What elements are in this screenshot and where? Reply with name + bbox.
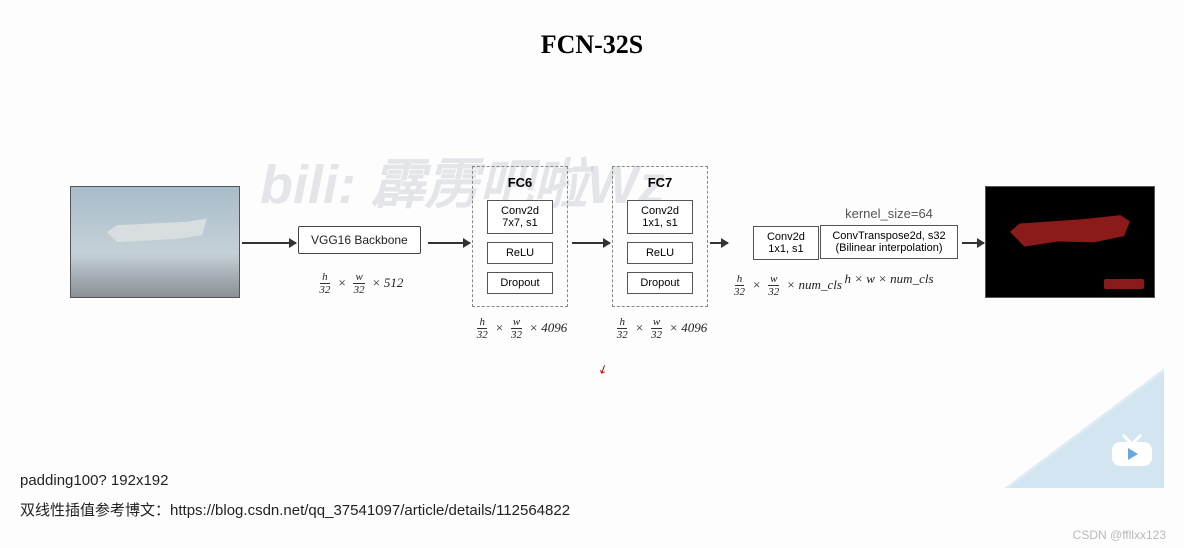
- architecture-diagram: VGG16 Backbone h32 × w32 × 512 FC6 Conv2…: [20, 170, 1164, 400]
- col-output: [985, 186, 1155, 298]
- col-upsample: kernel_size=64 ConvTranspose2d, s32 (Bil…: [820, 206, 958, 287]
- col-fc7: FC7 Conv2d 1x1, s1 ReLU Dropout h32 × w3…: [612, 166, 708, 341]
- fc6-label: FC6: [508, 175, 533, 190]
- arrow-4: [710, 242, 728, 244]
- fc7-group: FC7 Conv2d 1x1, s1 ReLU Dropout: [612, 166, 708, 307]
- fc6-dropout: Dropout: [487, 272, 553, 294]
- fc7-label: FC7: [648, 175, 673, 190]
- note-line2: 双线性插值参考博文：https://blog.csdn.net/qq_37541…: [20, 496, 570, 526]
- note-line1: padding100? 192x192: [20, 466, 570, 496]
- backbone-box: VGG16 Backbone: [298, 226, 421, 254]
- dim-after-backbone: h32 × w32 × 512: [315, 272, 403, 296]
- airplane-shape: [107, 215, 207, 249]
- col-backbone: VGG16 Backbone h32 × w32 × 512: [298, 226, 421, 296]
- kernel-size-label: kernel_size=64: [845, 206, 933, 221]
- fc6-conv: Conv2d 7x7, s1: [487, 200, 553, 234]
- footer-notes: padding100? 192x192 双线性插值参考博文：https://bl…: [20, 466, 570, 526]
- dim-after-fc7: h32 × w32 × 4096: [613, 317, 708, 341]
- fc6-relu: ReLU: [487, 242, 553, 264]
- dim-after-fc6: h32 × w32 × 4096: [473, 317, 568, 341]
- fc6-group: FC6 Conv2d 7x7, s1 ReLU Dropout: [472, 166, 568, 307]
- segmentation-mask-small: [1104, 279, 1144, 289]
- arrow-2: [428, 242, 470, 244]
- convcls-box: Conv2d 1x1, s1: [753, 226, 819, 260]
- arrow-3: [572, 242, 610, 244]
- arrow-1: [242, 242, 296, 244]
- upsample-box: ConvTranspose2d, s32 (Bilinear interpola…: [820, 225, 958, 259]
- fc7-dropout: Dropout: [627, 272, 693, 294]
- fc7-conv: Conv2d 1x1, s1: [627, 200, 693, 234]
- watermark-footer: CSDN @ffllxx123: [1073, 528, 1166, 542]
- fc7-relu: ReLU: [627, 242, 693, 264]
- arrow-6: [962, 242, 984, 244]
- col-input: [70, 186, 240, 298]
- output-segmentation: [985, 186, 1155, 298]
- input-image: [70, 186, 240, 298]
- col-fc6: FC6 Conv2d 7x7, s1 ReLU Dropout h32 × w3…: [472, 166, 568, 341]
- tv-icon: [1110, 434, 1154, 468]
- segmentation-mask-main: [1010, 213, 1130, 255]
- diagram-title: FCN-32S: [0, 30, 1184, 60]
- dim-after-upsample: h × w × num_cls: [844, 271, 933, 287]
